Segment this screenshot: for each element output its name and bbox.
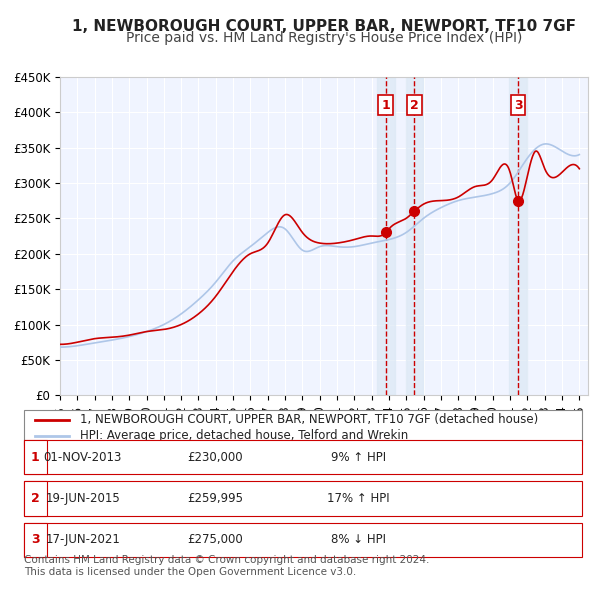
Bar <box>406 77 423 395</box>
Text: 9% ↑ HPI: 9% ↑ HPI <box>331 451 386 464</box>
Text: 3: 3 <box>514 99 523 112</box>
Text: HPI: Average price, detached house, Telford and Wrekin: HPI: Average price, detached house, Telf… <box>80 429 408 442</box>
Text: 17% ↑ HPI: 17% ↑ HPI <box>328 492 390 505</box>
Text: 8% ↓ HPI: 8% ↓ HPI <box>331 533 386 546</box>
Text: 1, NEWBOROUGH COURT, UPPER BAR, NEWPORT, TF10 7GF: 1, NEWBOROUGH COURT, UPPER BAR, NEWPORT,… <box>72 19 576 34</box>
Text: 3: 3 <box>31 533 40 546</box>
Text: £275,000: £275,000 <box>187 533 242 546</box>
Text: 19-JUN-2015: 19-JUN-2015 <box>46 492 120 505</box>
Text: 1, NEWBOROUGH COURT, UPPER BAR, NEWPORT, TF10 7GF (detached house): 1, NEWBOROUGH COURT, UPPER BAR, NEWPORT,… <box>80 414 538 427</box>
FancyBboxPatch shape <box>24 410 582 445</box>
Text: Price paid vs. HM Land Registry's House Price Index (HPI): Price paid vs. HM Land Registry's House … <box>126 31 522 45</box>
Text: 17-JUN-2021: 17-JUN-2021 <box>46 533 120 546</box>
Text: 1: 1 <box>31 451 40 464</box>
Text: £259,995: £259,995 <box>187 492 243 505</box>
Text: 2: 2 <box>31 492 40 505</box>
Text: £230,000: £230,000 <box>187 451 242 464</box>
Text: 01-NOV-2013: 01-NOV-2013 <box>44 451 122 464</box>
Text: 1: 1 <box>382 99 391 112</box>
Bar <box>377 77 395 395</box>
Text: Contains HM Land Registry data © Crown copyright and database right 2024.
This d: Contains HM Land Registry data © Crown c… <box>24 555 430 577</box>
Bar <box>509 77 527 395</box>
Text: 2: 2 <box>410 99 419 112</box>
